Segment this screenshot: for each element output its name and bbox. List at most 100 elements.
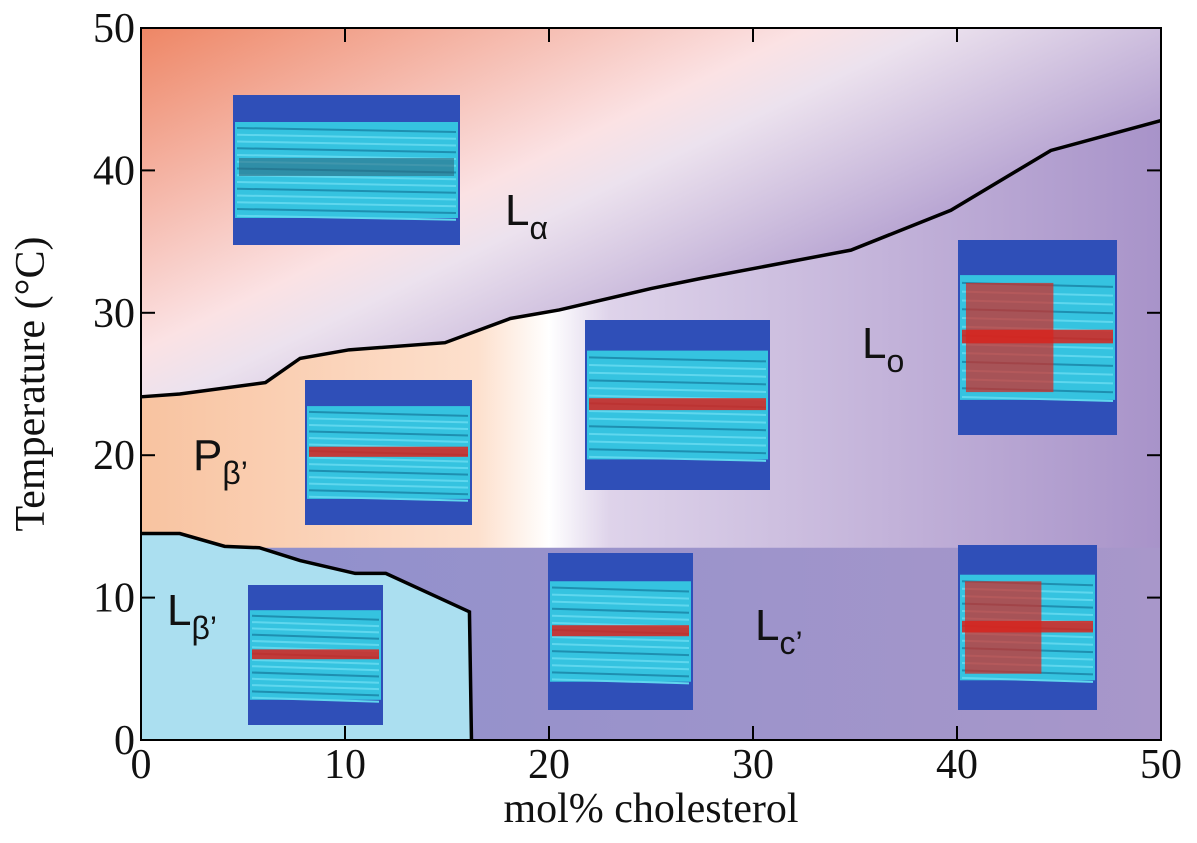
phase-subscript: α (529, 210, 548, 246)
tail-strand (551, 607, 690, 614)
tail-strand (251, 696, 380, 703)
tail-strand (308, 469, 469, 476)
phase-symbol: L (755, 601, 779, 650)
tail-strand (308, 495, 469, 502)
bilayer-snapshot (958, 240, 1117, 435)
tail-strand (551, 586, 690, 593)
phase-subscript: c’ (779, 625, 802, 661)
tail-strand (588, 455, 767, 462)
tail-strand (236, 181, 457, 187)
bilayer-snapshot (585, 320, 770, 490)
tail-strand (236, 194, 457, 201)
tail-strand (236, 208, 457, 214)
tail-strand (308, 430, 469, 437)
phase-boundary (141, 531, 474, 741)
tail-strand (308, 476, 469, 483)
phase-label: Lα (505, 186, 548, 246)
tail-strand (236, 147, 457, 154)
tail-strand (308, 482, 469, 489)
tail-strand (251, 621, 380, 628)
tail-strand (551, 664, 690, 671)
tail-strand (308, 423, 469, 430)
tail-strand (236, 214, 457, 221)
phase-symbol: L (167, 586, 191, 635)
tail-strand (308, 489, 469, 496)
x-axis-label: mol% cholesterol (503, 786, 798, 832)
tail-strand (551, 650, 690, 657)
phase-label: Lc’ (755, 601, 803, 661)
tail-strand (588, 379, 767, 386)
phase-subscript: o (886, 343, 904, 379)
core (239, 158, 454, 176)
plot-frame (140, 27, 1162, 741)
tail-strand (236, 201, 457, 208)
x-tick-label: 20 (528, 742, 570, 788)
tail-strand (308, 456, 469, 463)
tail-strand (251, 640, 380, 646)
cholesterol (589, 398, 766, 411)
tail-strand (588, 387, 767, 393)
tail-strand (251, 614, 380, 621)
tail-strand (588, 356, 767, 363)
y-tick-label: 40 (93, 148, 135, 194)
cholesterol (965, 282, 1054, 393)
tail-strand (251, 627, 380, 634)
tail-strand (588, 417, 767, 424)
tail-strand (251, 671, 380, 678)
y-tick-label: 0 (114, 718, 135, 764)
y-tick-label: 50 (93, 6, 135, 52)
bilayer-snapshot (305, 380, 472, 525)
bilayer-snapshot (548, 553, 693, 710)
bilayer-snapshot (248, 585, 383, 725)
phase-symbol: L (862, 319, 886, 368)
x-tick-label: 0 (131, 742, 152, 788)
tail-strand (236, 133, 457, 140)
tail-strand (588, 371, 767, 378)
cholesterol (964, 581, 1042, 674)
y-tick-label: 20 (93, 433, 135, 479)
tail-strand (308, 463, 469, 470)
tail-strand (551, 635, 690, 642)
tail-strand (251, 677, 380, 684)
tail-strand (588, 409, 767, 416)
y-tick-label: 30 (93, 291, 135, 337)
cholesterol (309, 446, 468, 457)
cholesterol (552, 625, 689, 637)
x-tick-label: 50 (1140, 742, 1182, 788)
snapshots (233, 95, 1117, 725)
tail-strand (236, 187, 457, 194)
tail-strand (961, 676, 1094, 683)
phase-label: Lo (862, 319, 904, 379)
tail-strand (236, 127, 457, 133)
tail-strand (961, 395, 1114, 402)
y-axis-label: Temperature (°C) (8, 237, 54, 532)
x-tick-label: 10 (324, 742, 366, 788)
tail-strand (236, 140, 457, 147)
bilayer-snapshot (233, 95, 460, 245)
x-tick-label: 30 (732, 742, 774, 788)
x-tick-label: 40 (936, 742, 978, 788)
tail-strand (551, 671, 690, 678)
tail-strand (551, 600, 690, 607)
tail-strand (588, 440, 767, 447)
tail-strand (551, 614, 690, 621)
phase-symbol: L (505, 186, 529, 235)
tail-strand (551, 643, 690, 650)
tail-strand (251, 684, 380, 691)
phase-label: Pβ’ (193, 431, 248, 491)
tail-strand (308, 410, 469, 417)
tail-strand (588, 425, 767, 432)
tail-strand (588, 432, 767, 439)
phase-symbol: P (193, 431, 222, 480)
cholesterol (252, 649, 379, 660)
tail-strand (308, 417, 469, 424)
phase-boundary (140, 118, 1162, 399)
tail-strand (588, 448, 767, 455)
phase-subscript: β’ (222, 455, 248, 491)
tail-strand (588, 364, 767, 371)
tail-strand (251, 633, 380, 640)
tail-strand (308, 437, 469, 443)
tail-strand (551, 678, 690, 685)
